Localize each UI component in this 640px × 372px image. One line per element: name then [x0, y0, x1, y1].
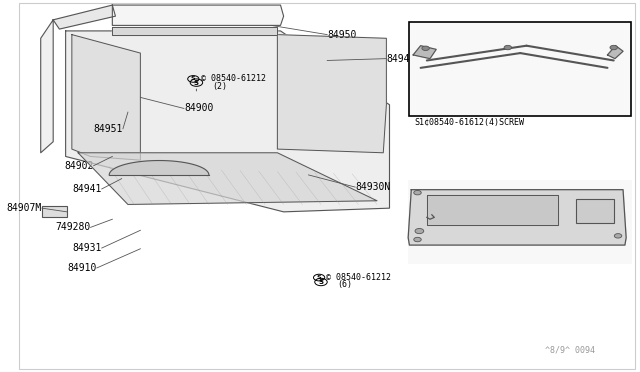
Bar [410, 22, 630, 116]
Text: 84940: 84940 [387, 54, 416, 64]
Circle shape [614, 234, 622, 238]
Text: S: S [317, 275, 321, 280]
Text: 84902: 84902 [64, 161, 93, 171]
Polygon shape [66, 31, 390, 212]
Polygon shape [413, 46, 436, 59]
Text: © 08540-61212: © 08540-61212 [326, 273, 391, 282]
Polygon shape [113, 5, 284, 25]
Text: 84931: 84931 [72, 243, 102, 253]
Text: S1: S1 [415, 54, 424, 63]
Text: S: S [194, 80, 199, 86]
Text: 84990E: 84990E [461, 228, 493, 237]
Circle shape [414, 190, 421, 195]
Polygon shape [427, 195, 557, 225]
Text: S: S [319, 279, 323, 285]
Circle shape [414, 237, 421, 242]
Polygon shape [408, 190, 626, 245]
Text: (6): (6) [337, 280, 352, 289]
Text: 08360-61623: 08360-61623 [463, 26, 518, 35]
Bar [42, 206, 67, 217]
Text: 84910: 84910 [67, 263, 97, 273]
Text: 84951: 84951 [93, 124, 123, 134]
Polygon shape [53, 5, 115, 29]
Text: 84941: 84941 [72, 184, 102, 194]
Text: 84953: 84953 [477, 74, 502, 83]
Circle shape [504, 45, 511, 50]
Circle shape [422, 46, 429, 51]
Text: 84950: 84950 [327, 30, 356, 40]
Polygon shape [113, 27, 277, 35]
Text: (2): (2) [212, 82, 227, 91]
Text: S1¢08540-61612(4)SCREW: S1¢08540-61612(4)SCREW [415, 118, 524, 127]
Text: 749280: 749280 [55, 222, 90, 232]
Text: ^8/9^ 0094: ^8/9^ 0094 [545, 346, 595, 355]
Text: 84907M: 84907M [6, 203, 42, 213]
Polygon shape [72, 35, 140, 160]
Text: 84930N: 84930N [355, 182, 390, 192]
Text: S1: S1 [508, 36, 518, 45]
Text: O.: O. [46, 211, 53, 215]
Text: © 08540-61212: © 08540-61212 [201, 74, 266, 83]
Polygon shape [109, 161, 209, 175]
Polygon shape [41, 20, 53, 153]
Bar [408, 180, 632, 263]
Text: 84955: 84955 [467, 213, 494, 222]
Text: (2): (2) [477, 32, 492, 41]
Text: 84900: 84900 [184, 103, 213, 113]
Circle shape [610, 45, 618, 50]
Polygon shape [607, 46, 623, 59]
Polygon shape [277, 35, 387, 153]
Text: 84960: 84960 [467, 193, 494, 202]
Polygon shape [78, 153, 377, 205]
Text: 84998M: 84998M [477, 90, 507, 99]
Text: S: S [191, 76, 196, 81]
Bar [577, 199, 614, 223]
Text: 84900B: 84900B [427, 41, 457, 50]
Text: 84900B: 84900B [439, 82, 469, 91]
Circle shape [415, 228, 424, 234]
Text: S: S [453, 28, 458, 33]
